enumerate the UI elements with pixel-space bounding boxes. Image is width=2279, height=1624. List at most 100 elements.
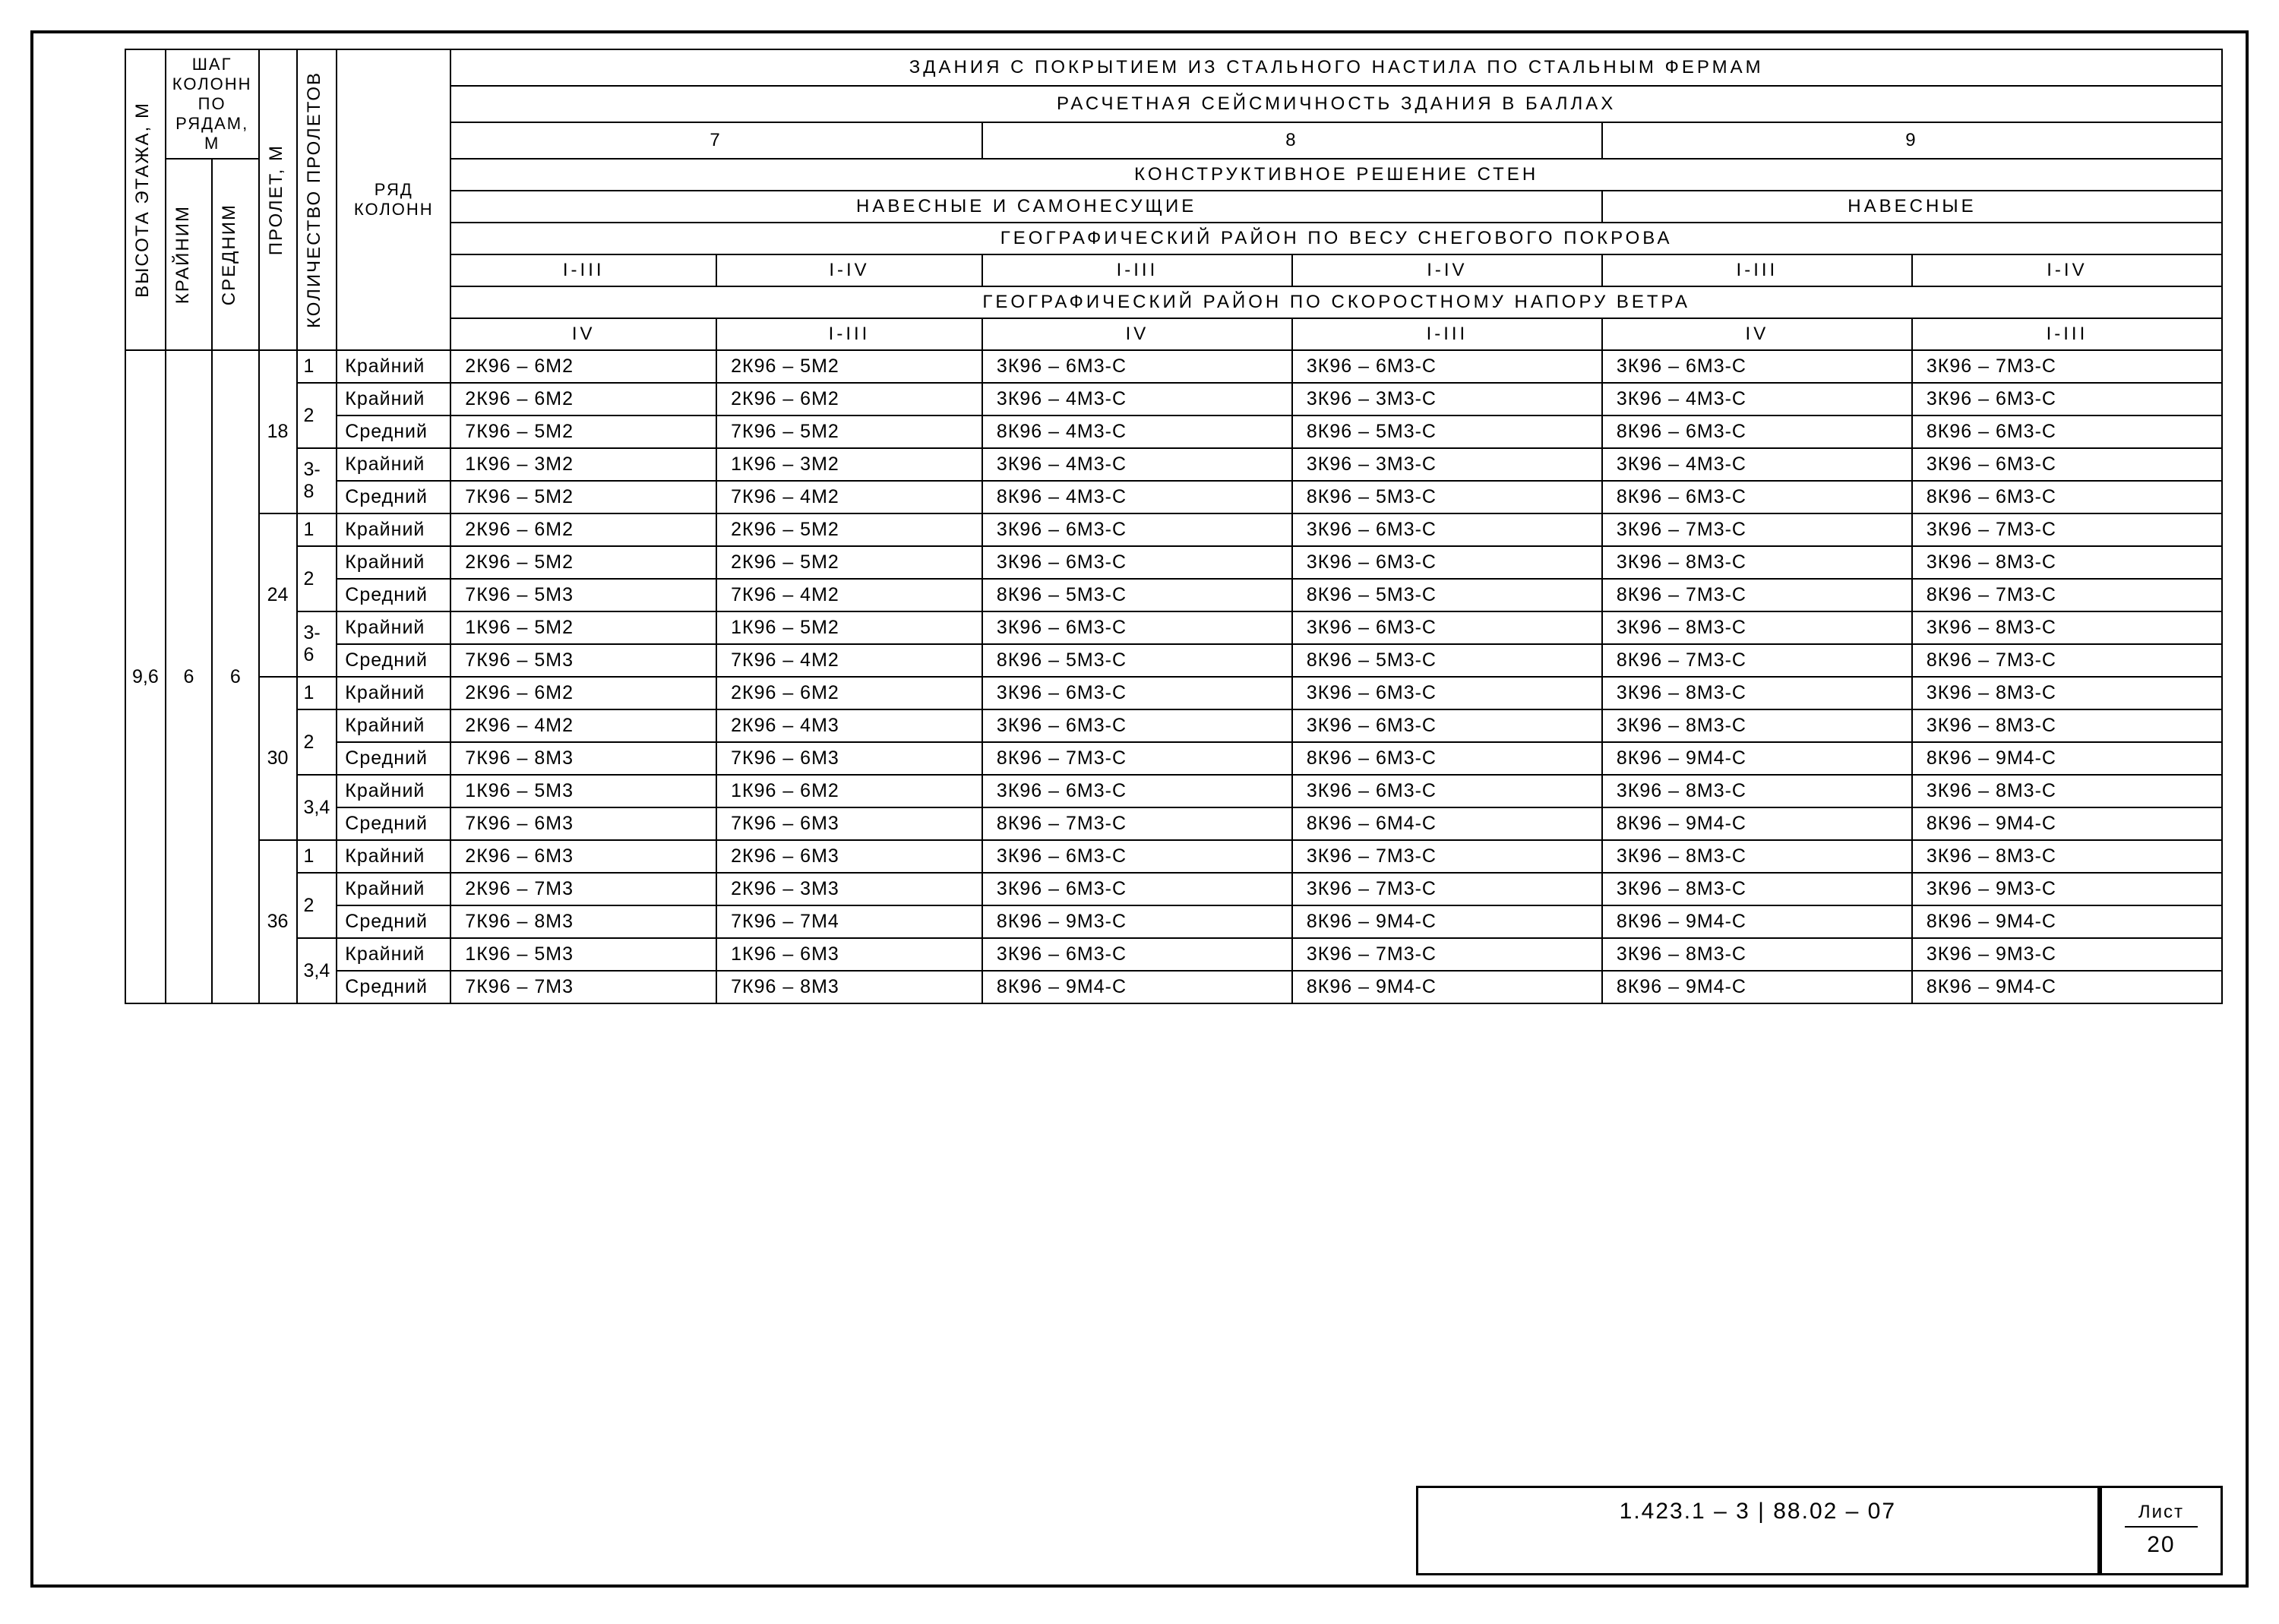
data-cell: 8К96 – 9М3-С — [982, 905, 1292, 938]
data-cell: 3К96 – 8М3-С — [1602, 546, 1912, 579]
h3-8: 8 — [982, 122, 1602, 159]
data-cell: 3К96 – 6М3-С — [982, 709, 1292, 742]
data-cell: 3К96 – 6М3-С — [982, 775, 1292, 807]
data-cell: 3К96 – 8М3-С — [1912, 546, 2222, 579]
data-cell: 8К96 – 7М3-С — [982, 807, 1292, 840]
h6: Географический район по весу снегового п… — [450, 223, 2222, 254]
span-cell: 30 — [259, 677, 297, 840]
data-cell: 3К96 – 6М3-С — [982, 677, 1292, 709]
table-row: 3-8Крайний1К96 – 3М21К96 – 3М23К96 – 4М3… — [125, 448, 2222, 481]
table-row: Средний7К96 – 5М37К96 – 4М28К96 – 5М3-С8… — [125, 644, 2222, 677]
data-cell: 7К96 – 7М4 — [716, 905, 982, 938]
data-cell: 8К96 – 6М3-С — [1602, 481, 1912, 513]
data-cell: 8К96 – 9М4-С — [1292, 905, 1602, 938]
count-cell: 1 — [297, 513, 337, 546]
data-cell: 3К96 – 6М3-С — [982, 513, 1292, 546]
table-row: Средний7К96 – 8М37К96 – 7М48К96 – 9М3-С8… — [125, 905, 2222, 938]
data-cell: 8К96 – 5М3-С — [1292, 415, 1602, 448]
data-cell: 3К96 – 9М3-С — [1912, 938, 2222, 971]
count-cell: 3-8 — [297, 448, 337, 513]
h5a: Навесные и самонесущие — [450, 191, 1602, 223]
data-cell: 8К96 – 7М3-С — [1912, 644, 2222, 677]
span-cell: 24 — [259, 513, 297, 677]
count-cell: 1 — [297, 840, 337, 873]
table-row: 361Крайний2К96 – 6М32К96 – 6М33К96 – 6М3… — [125, 840, 2222, 873]
data-cell: 3К96 – 6М3-С — [982, 546, 1292, 579]
data-cell: 3К96 – 9М3-С — [1912, 873, 2222, 905]
h7-6: I-IV — [1912, 254, 2222, 286]
data-cell: 3К96 – 8М3-С — [1602, 611, 1912, 644]
data-cell: 3К96 – 6М3-С — [1292, 709, 1602, 742]
data-cell: 3К96 – 7М3-С — [1292, 840, 1602, 873]
data-cell: 2К96 – 6М2 — [716, 383, 982, 415]
data-cell: 7К96 – 5М2 — [716, 415, 982, 448]
data-cell: 3К96 – 6М3-С — [982, 611, 1292, 644]
data-cell: 3К96 – 4М3-С — [1602, 448, 1912, 481]
data-cell: 3К96 – 4М3-С — [1602, 383, 1912, 415]
data-cell: 1К96 – 5М3 — [450, 938, 716, 971]
h9-3: IV — [982, 318, 1292, 350]
data-cell: 2К96 – 4М3 — [716, 709, 982, 742]
data-cell: 3К96 – 7М3-С — [1292, 873, 1602, 905]
h7-4: I-IV — [1292, 254, 1602, 286]
data-cell: 8К96 – 9М4-С — [1602, 905, 1912, 938]
data-cell: 7К96 – 4М2 — [716, 481, 982, 513]
data-cell: 2К96 – 3М3 — [716, 873, 982, 905]
table-row: 301Крайний2К96 – 6М22К96 – 6М23К96 – 6М3… — [125, 677, 2222, 709]
sheet-label: Лист — [2125, 1499, 2198, 1528]
data-cell: 7К96 – 7М3 — [450, 971, 716, 1003]
data-cell: 8К96 – 7М3-С — [1912, 579, 2222, 611]
span-cell: 36 — [259, 840, 297, 1003]
data-cell: 3К96 – 3М3-С — [1292, 383, 1602, 415]
h5b: Навесные — [1602, 191, 2222, 223]
data-cell: 3К96 – 4М3-С — [982, 448, 1292, 481]
table-row: Средний7К96 – 5М37К96 – 4М28К96 – 5М3-С8… — [125, 579, 2222, 611]
data-cell: 3К96 – 6М3-С — [1912, 383, 2222, 415]
h9-5: IV — [1602, 318, 1912, 350]
count-cell: 1 — [297, 350, 337, 383]
data-cell: 3К96 – 7М3-С — [1602, 513, 1912, 546]
table-row: 3,4Крайний1К96 – 5М31К96 – 6М23К96 – 6М3… — [125, 775, 2222, 807]
row-type-cell: Крайний — [337, 383, 450, 415]
col-count-header: Количество пролетов — [304, 71, 325, 328]
h7-2: I-IV — [716, 254, 982, 286]
data-cell: 8К96 – 7М3-С — [982, 742, 1292, 775]
data-cell: 3К96 – 7М3-С — [1912, 350, 2222, 383]
h7-1: I-III — [450, 254, 716, 286]
data-cell: 8К96 – 9М4-С — [1602, 971, 1912, 1003]
data-cell: 8К96 – 6М4-С — [1292, 807, 1602, 840]
data-cell: 3К96 – 6М3-С — [1602, 350, 1912, 383]
data-cell: 3К96 – 6М3-С — [982, 873, 1292, 905]
data-cell: 8К96 – 4М3-С — [982, 481, 1292, 513]
col-step-header: Шагколоннпорядам,м — [166, 49, 259, 159]
data-cell: 7К96 – 8М3 — [450, 742, 716, 775]
h3-9: 9 — [1602, 122, 2222, 159]
h7-5: I-III — [1602, 254, 1912, 286]
data-cell: 7К96 – 5М3 — [450, 644, 716, 677]
count-cell: 3,4 — [297, 775, 337, 840]
row-type-cell: Крайний — [337, 840, 450, 873]
data-cell: 8К96 – 9М4-С — [1912, 742, 2222, 775]
table-row: 241Крайний2К96 – 6М22К96 – 5М23К96 – 6М3… — [125, 513, 2222, 546]
row-type-cell: Средний — [337, 742, 450, 775]
data-cell: 2К96 – 6М3 — [716, 840, 982, 873]
table-row: Средний7К96 – 5М27К96 – 4М28К96 – 4М3-С8… — [125, 481, 2222, 513]
h9-2: I-III — [716, 318, 982, 350]
data-cell: 3К96 – 6М3-С — [982, 938, 1292, 971]
data-cell: 8К96 – 9М4-С — [1912, 905, 2222, 938]
h8: Географический район по скоростному напо… — [450, 286, 2222, 318]
data-cell: 1К96 – 5М3 — [450, 775, 716, 807]
row-type-cell: Крайний — [337, 513, 450, 546]
data-cell: 8К96 – 6М3-С — [1292, 742, 1602, 775]
count-cell: 2 — [297, 546, 337, 611]
data-cell: 8К96 – 9М4-С — [982, 971, 1292, 1003]
col-height-header: Высота этажа, м — [132, 102, 153, 298]
data-cell: 8К96 – 9М4-С — [1602, 742, 1912, 775]
data-cell: 2К96 – 6М2 — [450, 677, 716, 709]
data-cell: 3К96 – 8М3-С — [1602, 938, 1912, 971]
data-cell: 3К96 – 6М3-С — [982, 350, 1292, 383]
data-cell: 3К96 – 6М3-С — [982, 840, 1292, 873]
data-cell: 3К96 – 8М3-С — [1602, 840, 1912, 873]
data-cell: 3К96 – 4М3-С — [982, 383, 1292, 415]
data-cell: 3К96 – 8М3-С — [1602, 677, 1912, 709]
